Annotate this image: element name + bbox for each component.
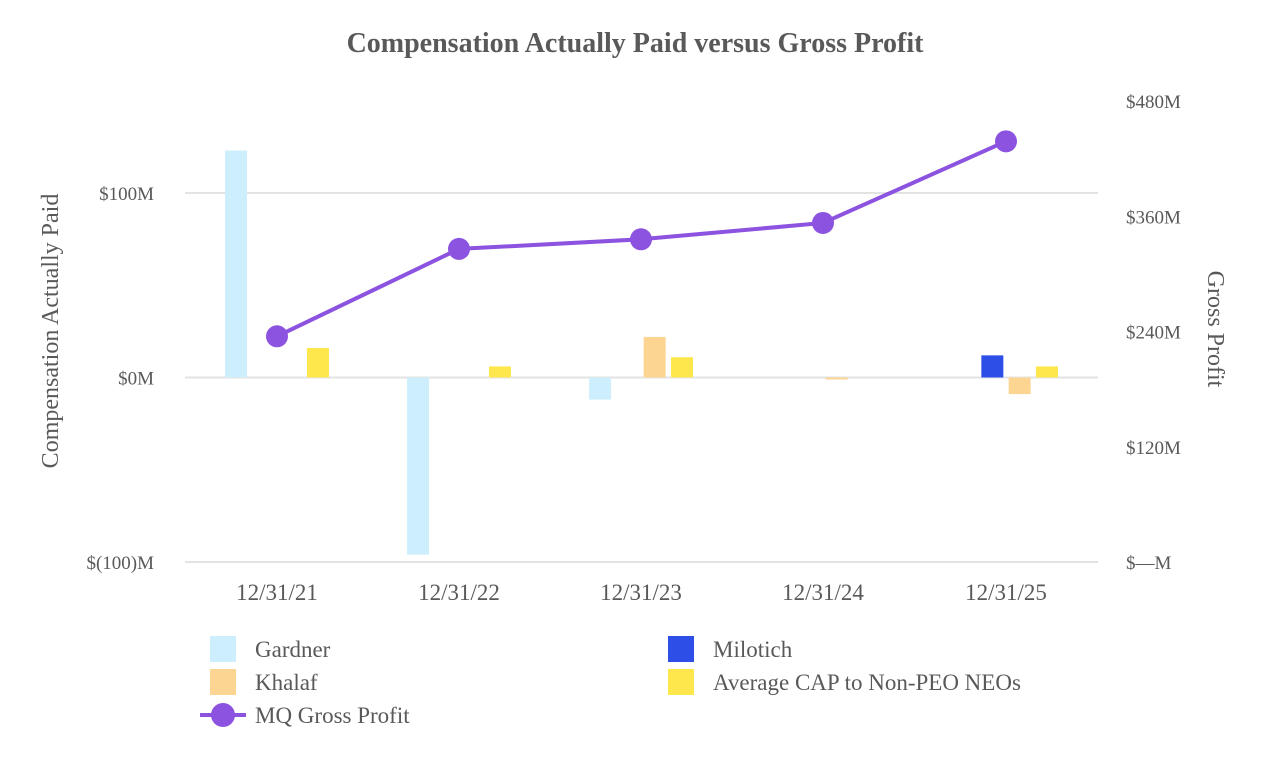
legend-item-mq-gross-profit: MQ Gross Profit: [200, 703, 410, 728]
x-tick-label: 12/31/25: [965, 580, 1047, 605]
legend-item-gardner: Gardner: [210, 636, 331, 662]
bar-gardner: [589, 377, 612, 400]
axis-labels: $100M $0M $(100)M $480M $360M $240M $120M $—M 12…: [86, 92, 1181, 605]
y2-tick-label: $120M: [1126, 438, 1181, 459]
legend-label: Khalaf: [255, 670, 318, 695]
chart-title: Compensation Actually Paid versus Gross …: [347, 28, 925, 59]
x-tick-label: 12/31/23: [600, 580, 682, 605]
bar-average-cap-to-non-peo-neos: [488, 366, 511, 378]
bar-average-cap-to-non-peo-neos: [670, 357, 693, 378]
legend-label: Gardner: [255, 637, 331, 662]
legend-swatch-gardner: [210, 636, 236, 662]
bar-milotich: [981, 355, 1004, 378]
bar-khalaf: [1008, 377, 1031, 395]
gridlines: [185, 192, 1098, 563]
x-tick-label: 12/31/22: [418, 580, 500, 605]
legend-item-milotich: Milotich: [668, 636, 793, 662]
gross-profit-line: [266, 130, 1017, 348]
legend-item-khalaf: Khalaf: [210, 669, 318, 695]
x-tick-label: 12/31/24: [782, 580, 864, 605]
point-mq-gross-profit: [812, 211, 834, 234]
y-tick-label: $0M: [118, 369, 154, 390]
y2-axis-title: Gross Profit: [1202, 271, 1228, 388]
legend-label: Milotich: [713, 637, 793, 662]
y2-tick-label: $360M: [1126, 207, 1181, 228]
bar-average-cap-to-non-peo-neos: [306, 347, 329, 378]
y2-tick-label: $—M: [1126, 553, 1172, 574]
y-tick-label: $(100)M: [86, 553, 154, 574]
point-mq-gross-profit: [448, 237, 470, 260]
y2-tick-label: $240M: [1126, 323, 1181, 344]
y2-tick-label: $480M: [1126, 92, 1181, 113]
bar-average-cap-to-non-peo-neos: [1035, 366, 1058, 378]
point-mq-gross-profit: [995, 130, 1017, 153]
y-tick-label: $100M: [99, 184, 154, 205]
point-mq-gross-profit: [630, 228, 652, 251]
y-axis-title: Compensation Actually Paid: [38, 194, 64, 469]
legend-label: MQ Gross Profit: [255, 703, 410, 728]
legend: Gardner Khalaf MQ Gross Profit Milotich Aver…: [200, 636, 1021, 728]
legend-swatch-average-cap-to-non-peo-neos: [668, 669, 694, 695]
legend-item-average-cap-to-non-peo-neos: Average CAP to Non-PEO NEOs: [668, 669, 1021, 695]
legend-swatch-khalaf: [210, 669, 236, 695]
point-mq-gross-profit: [266, 325, 288, 348]
bar-khalaf: [643, 336, 666, 378]
bar-gardner: [225, 150, 248, 378]
bars: [225, 150, 1058, 555]
legend-label: Average CAP to Non-PEO NEOs: [713, 670, 1021, 695]
legend-marker-mq-gross-profit: [211, 703, 235, 727]
bar-gardner: [407, 377, 430, 555]
bar-khalaf: [825, 377, 848, 380]
legend-swatch-milotich: [668, 636, 694, 662]
x-tick-label: 12/31/21: [236, 580, 318, 605]
